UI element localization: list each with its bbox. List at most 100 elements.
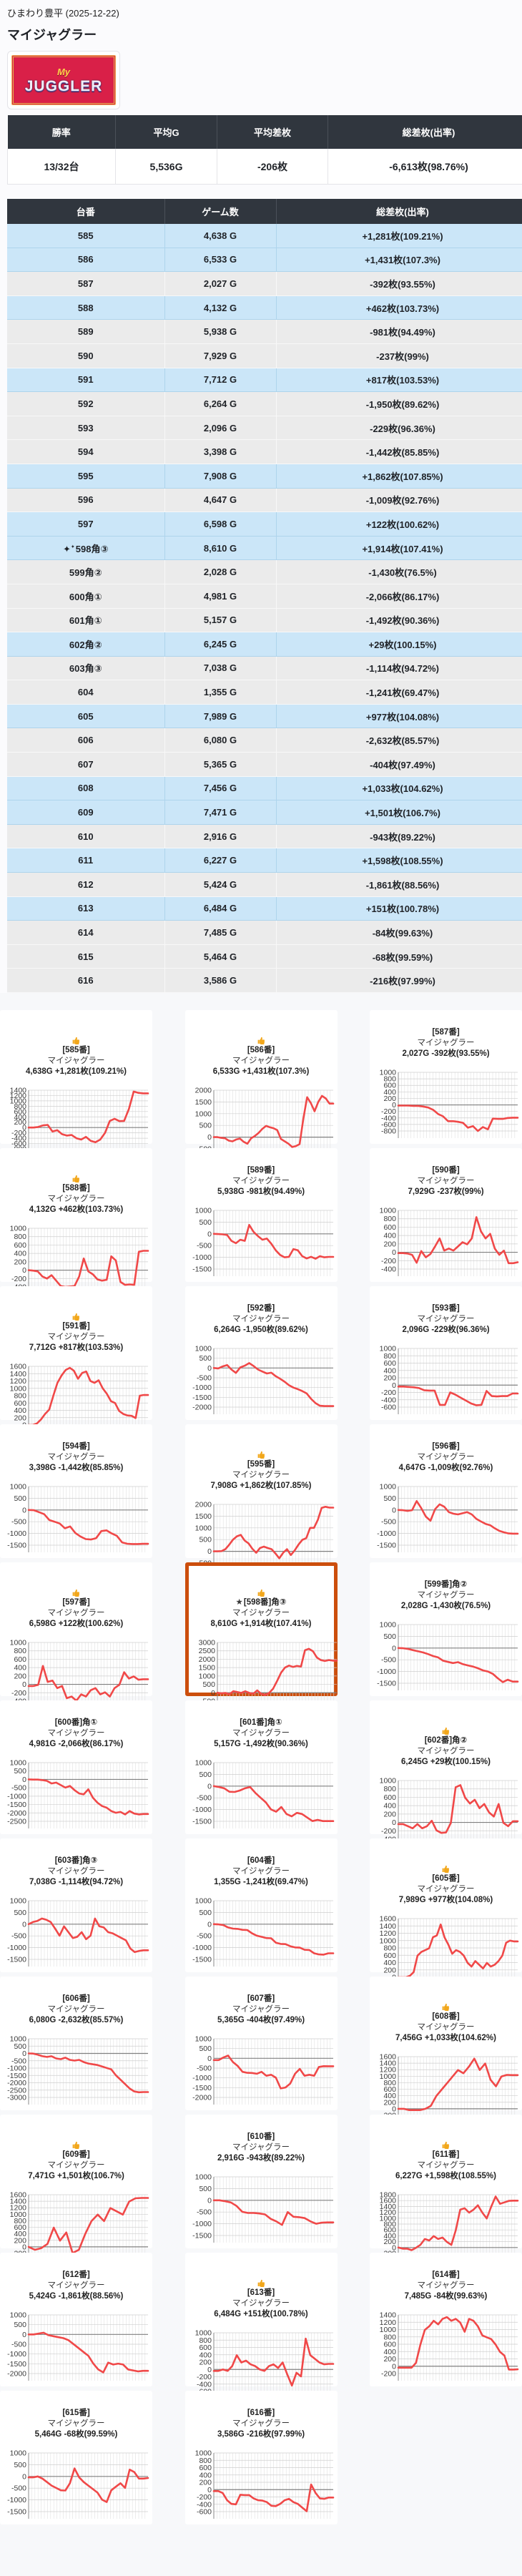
thumbs-up-icon (72, 1175, 80, 1183)
game-count-cell: 6,245 G (164, 632, 277, 657)
machine-chart-card[interactable]: [599番]角② マイジャグラー 2,028G -1,430枚(76.5%) 1000… (370, 1562, 522, 1696)
svg-text:-1000: -1000 (192, 1944, 212, 1952)
machine-chart-card[interactable]: [605番] マイジャグラー 7,989G +977枚(104.08%) 1600 14… (370, 1838, 522, 1984)
svg-text:-1000: -1000 (7, 2496, 26, 2504)
svg-text:0: 0 (392, 1644, 396, 1652)
machine-chart-card[interactable]: [608番] マイジャグラー 7,456G +1,033枚(104.62%) 1600… (370, 1977, 522, 2122)
machine-chart-card[interactable]: [600番]角① マイジャグラー 4,981G -2,066枚(86.17%) 100… (0, 1700, 152, 1834)
svg-text:0: 0 (392, 1101, 396, 1110)
svg-text:1000: 1000 (194, 2035, 212, 2044)
svg-text:500: 500 (383, 1494, 396, 1503)
svg-text:1600: 1600 (380, 2053, 397, 2062)
svg-text:-200: -200 (196, 2493, 211, 2502)
machine-chart-card[interactable]: [585番] マイジャグラー 4,638G +1,281枚(109.21%) 1400… (0, 1010, 152, 1156)
machine-chart-card[interactable]: [593番] マイジャグラー 2,096G -229枚(96.36%) 1000 800… (370, 1286, 522, 1420)
machine-chart-card[interactable]: [590番] マイジャグラー 7,929G -237枚(99%) 1000 800 600… (370, 1148, 522, 1282)
machine-chart-card[interactable]: [603番]角③ マイジャグラー 7,038G -1,114枚(94.72%) 100… (0, 1838, 152, 1972)
diff-coins-cell: +122枚(100.62%) (276, 511, 522, 537)
thumbs-up-icon (442, 1865, 450, 1874)
machine-chart-card[interactable]: [601番]角① マイジャグラー 5,157G -1,492枚(90.36%) 100… (184, 1700, 338, 1834)
svg-text:1000: 1000 (380, 1777, 397, 1786)
svg-text:500: 500 (383, 1632, 396, 1641)
machine-chart-card[interactable]: [610番] マイジャグラー 2,916G -943枚(89.22%) 1000 500… (184, 2115, 338, 2248)
game-count-cell: 7,712 G (164, 368, 277, 393)
chart-title: [596番] (432, 1442, 460, 1451)
diff-coins-cell: -1,492枚(90.36%) (276, 608, 522, 633)
machine-chart-card[interactable]: [587番] マイジャグラー 2,027G -392枚(93.55%) 1000 800… (370, 1010, 522, 1144)
chart-model-name: マイジャグラー (232, 1177, 290, 1185)
logo-text-my: My (56, 66, 71, 77)
table-row: 594 3,398 G -1,442枚(85.85%) (7, 439, 522, 464)
chart-model-name: マイジャグラー (417, 2023, 475, 2032)
game-count-cell: 4,132 G (164, 295, 277, 320)
svg-text:1000: 1000 (10, 1897, 27, 1906)
svg-text:-200: -200 (11, 1275, 26, 1283)
chart-stats: 7,038G -1,114枚(94.72%) (29, 1878, 124, 1886)
machine-chart-card[interactable]: [597番] マイジャグラー 6,598G +122枚(100.62%) 1000 80… (0, 1562, 152, 1708)
svg-text:400: 400 (383, 2232, 396, 2240)
machine-number-cell: 586 (7, 248, 165, 273)
chart-model-name: マイジャグラー (417, 2161, 475, 2170)
svg-text:200: 200 (14, 2236, 26, 2245)
page-title: マイジャグラー (7, 28, 97, 42)
machine-chart-card[interactable]: [612番] マイジャグラー 5,424G -1,861枚(88.56%) 1000 5… (0, 2253, 152, 2386)
svg-text:1600: 1600 (380, 1915, 397, 1924)
svg-text:1600: 1600 (10, 1363, 27, 1371)
svg-text:800: 800 (14, 1102, 26, 1111)
machine-chart-card[interactable]: ★[598番]角③ マイジャグラー 8,610G +1,914枚(107.41%) 3… (184, 1562, 338, 1708)
machine-chart-card[interactable]: [616番] マイジャグラー 3,586G -216枚(97.99%) 1000 800… (184, 2391, 338, 2524)
machine-chart-card[interactable]: [589番] マイジャグラー 5,938G -981枚(94.49%) 1000 500… (184, 1148, 338, 1282)
svg-text:-1000: -1000 (7, 1529, 26, 1538)
machine-chart-card[interactable]: [604番] マイジャグラー 1,355G -1,241枚(69.47%) 1000 5… (184, 1838, 338, 1972)
diff-coins-cell: +1,281枚(109.21%) (276, 224, 522, 248)
svg-text:500: 500 (14, 1494, 26, 1503)
machine-chart-card[interactable]: [592番] マイジャグラー 6,264G -1,950枚(89.62%) 1000 5… (184, 1286, 338, 1420)
payout-sparkline-chart: 1000 500 0 -500 -1000 -1500 (192, 1897, 334, 1967)
machine-chart-card[interactable]: [602番]角② マイジャグラー 6,245G +29枚(100.15%) 1000 8… (370, 1700, 522, 1846)
svg-text:1000: 1000 (194, 1345, 212, 1353)
machine-chart-card[interactable]: [596番] マイジャグラー 4,647G -1,009枚(92.76%) 1000 5… (370, 1424, 522, 1558)
machine-chart-card[interactable]: [595番] マイジャグラー 7,908G +1,862枚(107.85%) 2000… (184, 1424, 338, 1570)
summary-header-cell: 平均G (115, 115, 217, 149)
chart-title: ★[598番]角③ (189, 1588, 334, 1608)
machine-chart-card[interactable]: [607番] マイジャグラー 5,365G -404枚(97.49%) 1000 500… (184, 1977, 338, 2110)
svg-text:0: 0 (22, 1266, 26, 1275)
svg-text:400: 400 (383, 2092, 396, 2100)
chart-stats: 5,424G -1,861枚(88.56%) (29, 2292, 124, 2301)
machine-chart-card[interactable]: [615番] マイジャグラー 5,464G -68枚(99.59%) 1000 500 0… (0, 2391, 152, 2524)
chart-model-name: マイジャグラー (47, 1057, 105, 1065)
page-header: ひまわり豊平 (2025-12-22) マイジャグラー My JUGGLER 勝… (0, 0, 522, 993)
game-count-cell: 2,028 G (164, 559, 277, 584)
svg-text:1000: 1000 (10, 1483, 27, 1492)
chart-stats: 6,533G +1,431枚(107.3%) (212, 1067, 310, 1076)
svg-text:500: 500 (14, 2042, 26, 2051)
machine-chart-card[interactable]: [588番] マイジャグラー 4,132G +462枚(103.73%) 1000 80… (0, 1148, 152, 1294)
chart-stats: 2,028G -1,430枚(76.5%) (400, 1602, 491, 1610)
diff-coins-cell: -216枚(97.99%) (276, 968, 522, 993)
svg-text:400: 400 (383, 1959, 396, 1967)
machine-chart-card[interactable]: [591番] マイジャグラー 7,712G +817枚(103.53%) 1600 14… (0, 1286, 152, 1432)
machine-chart-card[interactable]: [606番] マイジャグラー 6,080G -2,632枚(85.57%) 1000 5… (0, 1977, 152, 2110)
machine-chart-card[interactable]: [594番] マイジャグラー 3,398G -1,442枚(85.85%) 1000 5… (0, 1424, 152, 1558)
machine-chart-card[interactable]: [586番] マイジャグラー 6,533G +1,431枚(107.3%) 2000 1… (184, 1010, 338, 1156)
svg-text:-2000: -2000 (7, 2079, 26, 2087)
svg-text:600: 600 (383, 1793, 396, 1802)
machine-chart-card[interactable]: [613番] マイジャグラー 6,484G +151枚(100.78%) 1000 80… (184, 2253, 338, 2399)
svg-text:-500: -500 (11, 1932, 26, 1941)
svg-text:200: 200 (383, 2238, 396, 2246)
machine-chart-card[interactable]: [614番] マイジャグラー 7,485G -84枚(99.63%) 1400 1200… (370, 2253, 522, 2386)
svg-text:200: 200 (383, 1810, 396, 1818)
svg-text:600: 600 (383, 2085, 396, 2094)
svg-text:800: 800 (383, 2220, 396, 2229)
svg-text:-400: -400 (196, 2500, 211, 2509)
machine-number-cell: 599角② (7, 559, 165, 584)
svg-text:0: 0 (392, 1506, 396, 1514)
machine-chart-card[interactable]: [609番] マイジャグラー 7,471G +1,501枚(106.7%) 1600 1… (0, 2115, 152, 2261)
machine-chart-card[interactable]: [611番] マイジャグラー 6,227G +1,598枚(108.55%) 1800… (370, 2115, 522, 2261)
chart-model-name: マイジャグラー (417, 1177, 475, 1185)
diff-coins-cell: -981枚(94.49%) (276, 319, 522, 344)
